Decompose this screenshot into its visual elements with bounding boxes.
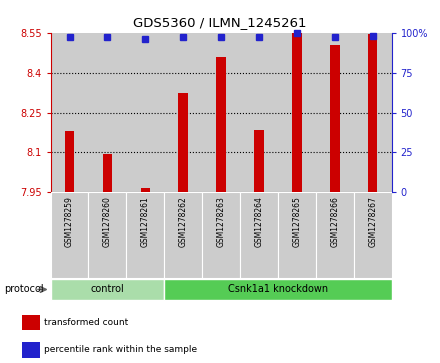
Bar bbox=[51, 33, 88, 192]
Text: protocol: protocol bbox=[4, 285, 44, 294]
FancyBboxPatch shape bbox=[164, 279, 392, 300]
Bar bbox=[164, 192, 202, 278]
Text: GSM1278266: GSM1278266 bbox=[330, 196, 339, 247]
Text: percentile rank within the sample: percentile rank within the sample bbox=[44, 346, 197, 354]
Text: GSM1278264: GSM1278264 bbox=[254, 196, 264, 247]
FancyBboxPatch shape bbox=[51, 279, 164, 300]
Bar bbox=[88, 192, 126, 278]
Bar bbox=[240, 192, 278, 278]
Bar bbox=[354, 192, 392, 278]
Text: GDS5360 / ILMN_1245261: GDS5360 / ILMN_1245261 bbox=[133, 16, 307, 29]
Bar bbox=[240, 33, 278, 192]
Text: GSM1278260: GSM1278260 bbox=[103, 196, 112, 247]
Bar bbox=[278, 33, 316, 192]
Bar bbox=[292, 33, 301, 192]
Bar bbox=[354, 33, 392, 192]
Bar bbox=[65, 131, 74, 192]
Text: GSM1278267: GSM1278267 bbox=[368, 196, 377, 247]
Bar bbox=[51, 192, 88, 278]
Bar bbox=[22, 315, 40, 330]
Text: transformed count: transformed count bbox=[44, 318, 128, 327]
Text: GSM1278263: GSM1278263 bbox=[216, 196, 226, 247]
Bar bbox=[164, 33, 202, 192]
Bar bbox=[254, 130, 264, 192]
Bar bbox=[202, 33, 240, 192]
Bar bbox=[316, 33, 354, 192]
Bar bbox=[88, 33, 126, 192]
Text: GSM1278265: GSM1278265 bbox=[292, 196, 301, 247]
Bar bbox=[278, 192, 316, 278]
Bar bbox=[368, 34, 378, 192]
Bar bbox=[179, 93, 188, 192]
Bar bbox=[22, 342, 40, 358]
Bar bbox=[216, 57, 226, 192]
Text: GSM1278262: GSM1278262 bbox=[179, 196, 188, 246]
Bar bbox=[330, 45, 340, 192]
Text: GSM1278261: GSM1278261 bbox=[141, 196, 150, 246]
Bar bbox=[316, 192, 354, 278]
Text: Csnk1a1 knockdown: Csnk1a1 knockdown bbox=[228, 284, 328, 294]
Text: control: control bbox=[91, 284, 125, 294]
Bar bbox=[126, 33, 164, 192]
Bar bbox=[103, 154, 112, 192]
Bar bbox=[126, 192, 164, 278]
Bar bbox=[141, 188, 150, 192]
Text: GSM1278259: GSM1278259 bbox=[65, 196, 74, 247]
Bar bbox=[202, 192, 240, 278]
